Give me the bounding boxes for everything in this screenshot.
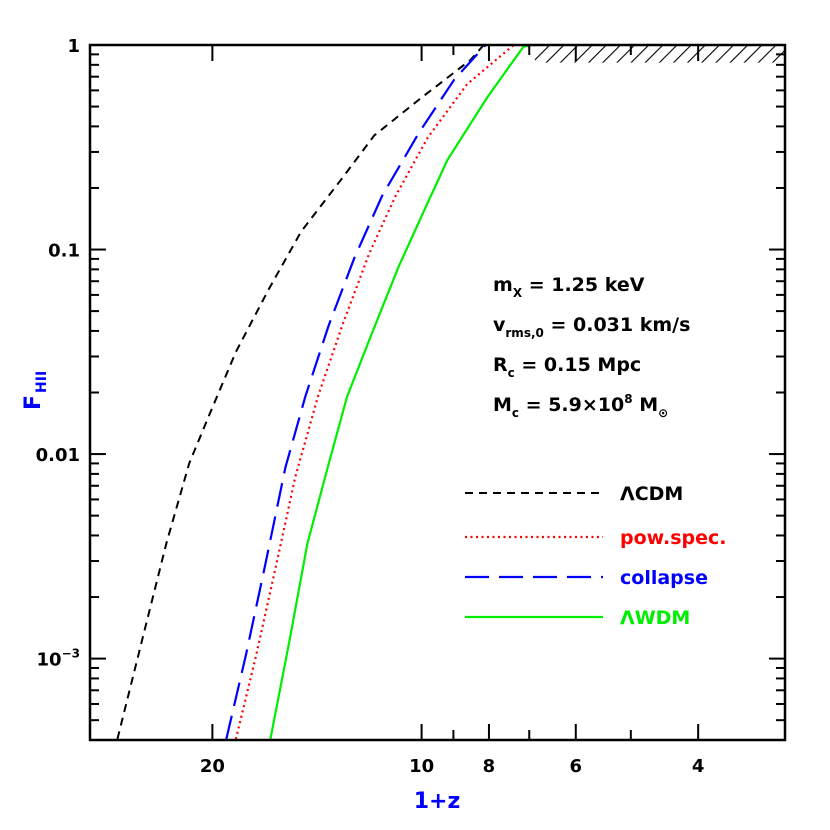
y-axis-label: F HII	[21, 371, 50, 410]
y-tick-label: 10−3	[37, 647, 80, 671]
y-tick-label: 0.01	[36, 445, 80, 466]
x-axis-label: 1+z	[414, 789, 461, 814]
legend-label-3: ΛWDM	[620, 607, 690, 629]
x-tick-label: 4	[692, 756, 705, 777]
x-tick-label: 8	[483, 756, 496, 777]
x-tick-label: 20	[200, 756, 225, 777]
y-tick-label: 1	[67, 36, 80, 57]
series-line-0	[116, 45, 485, 740]
y-axis-label-subscript: HII	[34, 371, 50, 393]
legend: ΛCDM pow.spec. collapse ΛWDM	[465, 483, 727, 629]
annotation-rc: Rc = 0.15 Mpc	[493, 354, 641, 380]
plot-frame	[88, 43, 787, 742]
series-line-3	[269, 45, 532, 740]
legend-label-2: collapse	[620, 567, 708, 589]
x-tick-label: 10	[409, 756, 434, 777]
svg-text:FHII: F HII	[21, 371, 50, 410]
y-axis-label-main: F	[21, 395, 46, 410]
series-line-1	[234, 45, 515, 740]
legend-label-0: ΛCDM	[620, 483, 683, 505]
x-tick-label: 6	[570, 756, 583, 777]
series-line-2	[225, 45, 487, 740]
parameter-annotations: mX = 1.25 keV vrms,0 = 0.031 km/s Rc = 0…	[493, 274, 690, 420]
excluded-region-hatch	[534, 45, 785, 63]
annotation-vrms: vrms,0 = 0.031 km/s	[493, 314, 690, 340]
legend-label-1: pow.spec.	[620, 527, 727, 549]
y-tick-label: 0.1	[48, 241, 80, 262]
annotation-mc: Mc = 5.9×108 M⊙	[493, 392, 668, 420]
annotation-mass: mX = 1.25 keV	[493, 274, 645, 300]
